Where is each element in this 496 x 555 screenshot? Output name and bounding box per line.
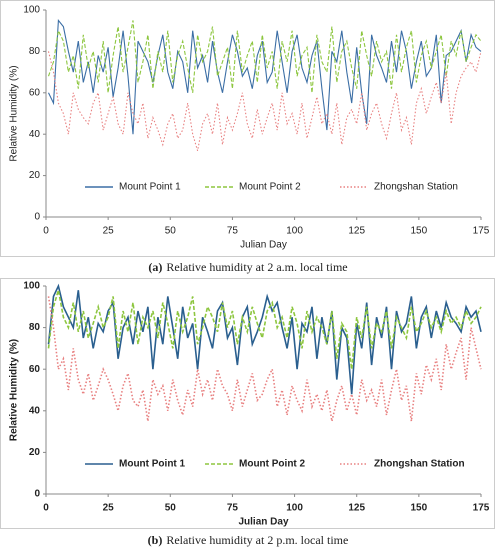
series-line (47, 296, 482, 422)
y-tick-label: 40 (29, 405, 41, 416)
y-tick-label: 20 (29, 447, 41, 458)
y-tick-label: 60 (29, 364, 41, 375)
y-tick-label: 0 (34, 489, 40, 500)
legend-label: Mount Point 2 (239, 182, 301, 193)
series-line (47, 289, 482, 370)
y-tick-label: 80 (29, 322, 41, 333)
x-tick-label: 0 (43, 503, 49, 514)
y-tick-label: 100 (23, 281, 40, 292)
x-tick-label: 0 (43, 226, 49, 237)
chart: 0 20 40 60 80 100 0 25 50 75 100 125 150 175 Julian Da… (9, 5, 490, 251)
x-tick-label: 100 (286, 226, 303, 237)
caption-text: Relative humidity at 2 a.m. local time (166, 260, 347, 274)
legend-label: Zhongshan Station (374, 182, 458, 193)
panel-frame (0, 278, 495, 529)
x-tick-label: 175 (473, 226, 490, 237)
x-tick-label: 125 (348, 226, 365, 237)
panel-frame (0, 0, 495, 257)
x-tick-label: 50 (165, 226, 177, 237)
series-line (47, 51, 482, 151)
x-tick-label: 25 (103, 226, 115, 237)
series-line (48, 18, 482, 135)
legend-label: Mount Point 2 (239, 459, 306, 470)
x-tick-label: 75 (227, 226, 239, 237)
y-axis-label: Relative Humidity (%) (9, 339, 20, 441)
series-line (47, 283, 482, 395)
y-tick-label: 60 (29, 87, 41, 98)
legend-label: Mount Point 1 (119, 182, 181, 193)
caption: (b) Relative humidity at 2 p.m. local tim… (148, 533, 349, 547)
legend-label: Zhongshan Station (374, 459, 465, 470)
caption-text: Relative humidity at 2 p.m. local time (166, 533, 348, 547)
x-tick-label: 150 (411, 503, 428, 514)
x-axis-label: Julian Day (240, 240, 287, 251)
x-tick-label: 150 (411, 226, 428, 237)
caption-label: (a) (148, 260, 162, 274)
x-axis-label: Julian Day (238, 517, 288, 528)
x-tick-label: 75 (227, 503, 239, 514)
y-tick-label: 0 (34, 212, 40, 223)
caption-label: (b) (148, 533, 163, 547)
legend-label: Mount Point 1 (119, 459, 186, 470)
caption: (a) Relative humidity at 2 a.m. local tim… (148, 260, 347, 274)
x-tick-label: 50 (165, 503, 177, 514)
y-tick-label: 80 (29, 46, 41, 57)
chart: 0 20 40 60 80 100 0 25 50 75 100 125 150 175 Julian Da… (9, 281, 490, 528)
y-tick-label: 20 (29, 170, 41, 181)
x-tick-label: 100 (286, 503, 303, 514)
x-tick-label: 125 (348, 503, 365, 514)
y-tick-label: 40 (29, 129, 41, 140)
series-line (47, 20, 482, 93)
y-tick-label: 100 (23, 5, 40, 16)
x-tick-label: 25 (103, 503, 115, 514)
x-tick-label: 175 (473, 503, 490, 514)
y-axis-label: Relative Humidity (%) (9, 65, 20, 161)
